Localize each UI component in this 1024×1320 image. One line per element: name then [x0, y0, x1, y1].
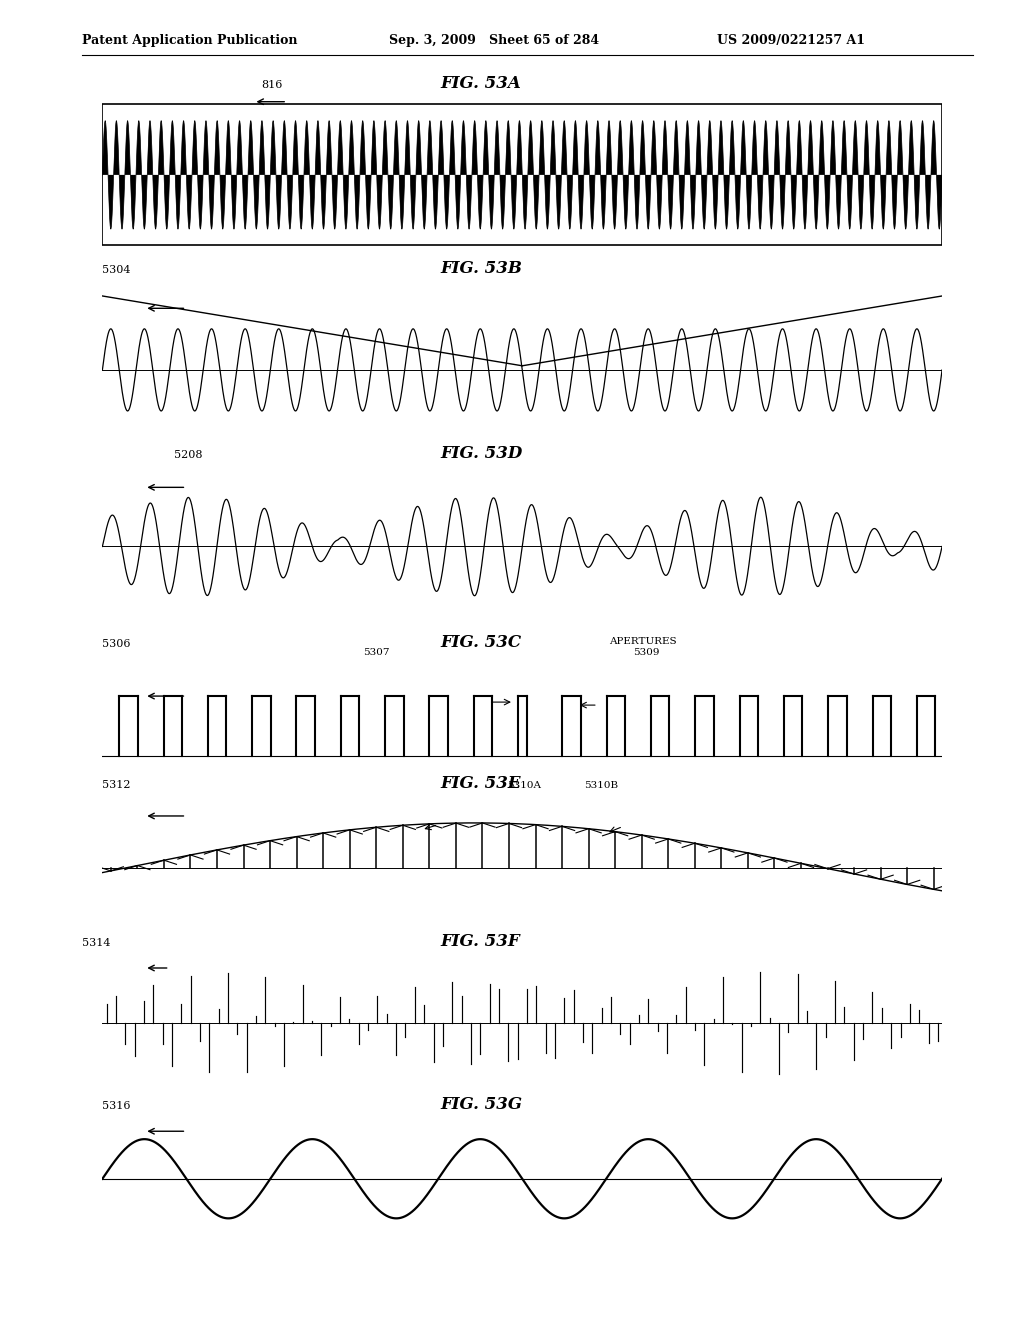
Text: FIG. 53A: FIG. 53A: [440, 75, 521, 92]
Text: Patent Application Publication: Patent Application Publication: [82, 34, 297, 48]
Text: 5310B: 5310B: [584, 781, 617, 791]
Text: 816: 816: [261, 81, 283, 91]
Text: FIG. 53G: FIG. 53G: [440, 1096, 522, 1113]
Text: FIG. 53B: FIG. 53B: [440, 260, 522, 277]
Text: 5306: 5306: [102, 639, 131, 649]
Text: 5309: 5309: [633, 648, 659, 657]
Text: 5307: 5307: [364, 648, 390, 657]
Text: Sep. 3, 2009   Sheet 65 of 284: Sep. 3, 2009 Sheet 65 of 284: [389, 34, 599, 48]
Text: FIG. 53D: FIG. 53D: [440, 445, 522, 462]
Text: FIG. 53F: FIG. 53F: [440, 933, 520, 950]
Text: 5304: 5304: [102, 265, 131, 276]
Text: 5208: 5208: [174, 450, 203, 461]
Text: US 2009/0221257 A1: US 2009/0221257 A1: [717, 34, 865, 48]
Text: 5316: 5316: [102, 1101, 131, 1111]
Text: APERTURES: APERTURES: [609, 638, 677, 647]
Text: 5310A: 5310A: [507, 781, 541, 791]
Text: FIG. 53C: FIG. 53C: [440, 634, 521, 651]
Text: FIG. 53E: FIG. 53E: [440, 775, 521, 792]
Text: 5312: 5312: [102, 780, 131, 791]
Text: 5314: 5314: [82, 939, 111, 949]
